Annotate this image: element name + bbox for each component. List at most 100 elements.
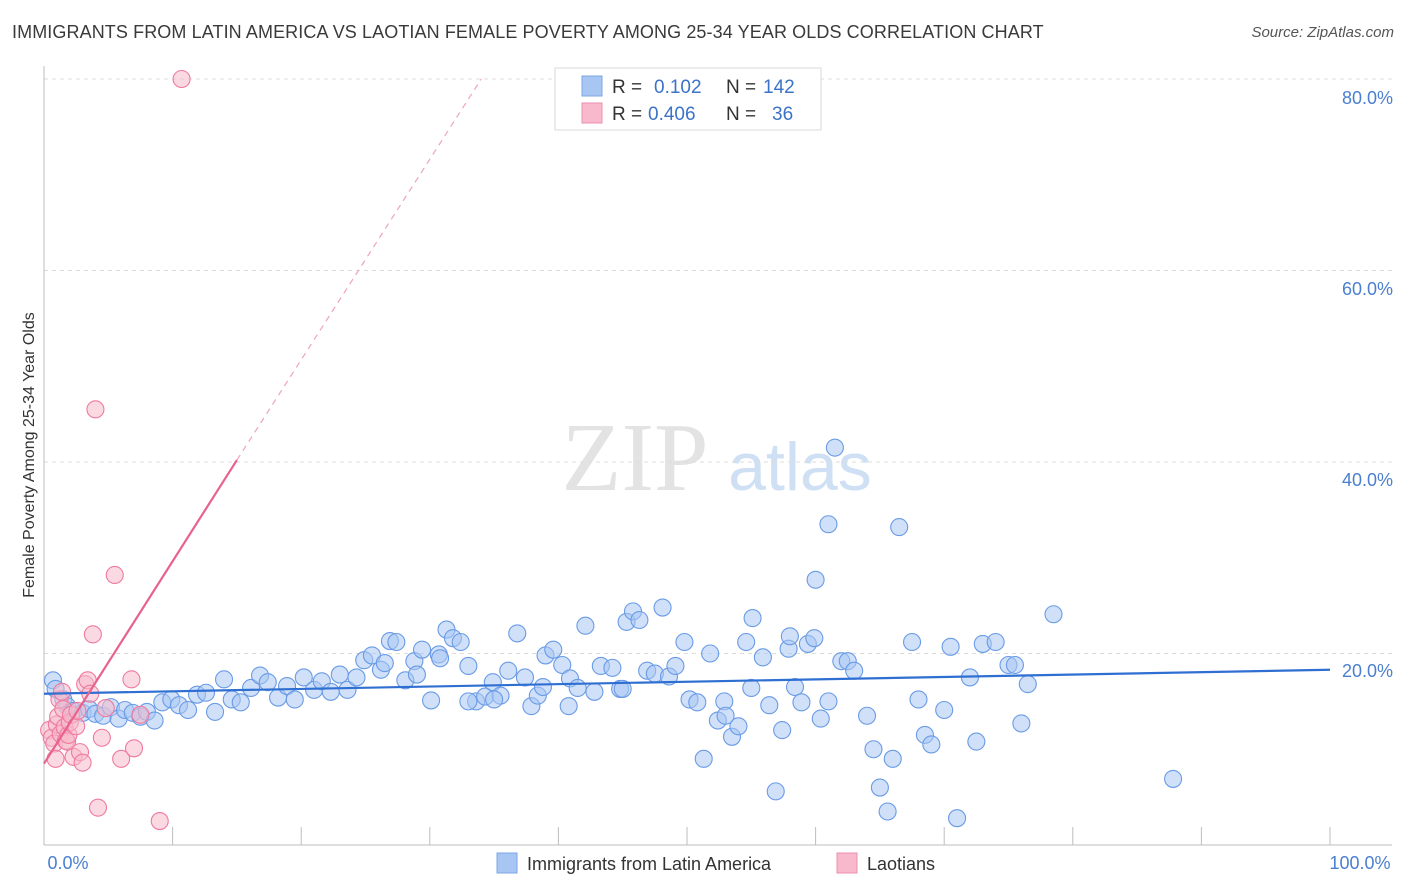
latin-america-point — [630, 610, 649, 630]
latin-america-point — [613, 679, 632, 698]
latin-america-point — [321, 682, 340, 701]
latin-america-point — [603, 658, 622, 677]
legend-n-label-1: N = — [726, 77, 756, 98]
latin-america-point — [675, 632, 694, 652]
latin-america-point — [729, 717, 748, 736]
latin-america-point — [870, 778, 889, 797]
latin-america-point — [737, 632, 756, 652]
latin-america-point — [1044, 605, 1063, 624]
latin-america-point — [845, 661, 864, 680]
latin-america-point — [576, 616, 595, 635]
latin-america-point — [819, 515, 838, 534]
latin-america-point — [459, 656, 478, 675]
y-axis-label: Female Poverty Among 25-34 Year Olds — [21, 312, 38, 598]
latin-america-point — [559, 697, 578, 716]
trend-line-laotians-extension — [236, 78, 482, 461]
laotians-point — [52, 682, 72, 701]
latin-america-point — [451, 632, 470, 652]
source-label: Source: ZipAtlas.com — [1251, 24, 1394, 41]
latin-america-point — [701, 644, 720, 663]
legend-r-label-1: R = — [612, 77, 642, 98]
laotians-point — [131, 705, 150, 724]
latin-america-point — [780, 627, 799, 646]
series-latin-america — [43, 438, 1183, 828]
latin-america-point — [716, 706, 735, 725]
latin-america-point — [902, 632, 922, 652]
laotians-point — [88, 798, 108, 817]
latin-america-point — [553, 655, 572, 675]
latin-america-point — [407, 665, 426, 684]
laotians-point — [124, 739, 144, 758]
latin-america-point — [485, 690, 504, 709]
chart-title: IMMIGRANTS FROM LATIN AMERICA VS LAOTIAN… — [12, 22, 1044, 42]
laotians-point — [86, 400, 105, 419]
latin-america-point — [285, 690, 304, 709]
legend-r-label-2: R = — [612, 104, 642, 125]
latin-america-point — [766, 782, 785, 801]
series-legend: Immigrants from Latin America Laotians — [496, 852, 935, 874]
laotians-point — [105, 565, 124, 585]
latin-america-point — [864, 740, 883, 759]
latin-america-point — [666, 656, 685, 675]
latin-america-point — [508, 624, 527, 643]
bottom-legend-label-latin-america: Immigrants from Latin America — [527, 854, 772, 874]
latin-america-point — [330, 665, 349, 684]
bottom-legend-swatch-laotians — [836, 852, 858, 874]
latin-america-point — [375, 654, 394, 673]
latin-america-point — [347, 668, 366, 687]
latin-america-point — [1012, 714, 1031, 733]
legend-n-value-2: 36 — [772, 104, 793, 125]
latin-america-point — [742, 678, 761, 698]
latin-america-point — [688, 693, 707, 712]
legend-n-label-2: N = — [726, 104, 756, 125]
laotians-point — [83, 625, 102, 644]
trend-lines — [43, 78, 1331, 765]
legend-swatch-latin-america — [581, 75, 603, 97]
latin-america-point — [653, 598, 672, 617]
y-tick-80: 80.0% — [1342, 88, 1393, 108]
latin-america-point — [935, 700, 954, 720]
latin-america-point — [413, 640, 432, 659]
latin-america-point — [1005, 655, 1024, 675]
x-tick-min: 0.0% — [47, 853, 88, 873]
laotians-point — [150, 812, 169, 831]
latin-america-point — [544, 640, 563, 659]
laotians-point — [122, 670, 141, 689]
latin-america-point — [515, 668, 535, 687]
watermark-atlas: atlas — [728, 429, 872, 505]
x-tick-max: 100.0% — [1329, 853, 1390, 873]
laotians-point — [112, 749, 131, 768]
trend-line-laotians — [43, 459, 238, 765]
y-tick-60: 60.0% — [1342, 279, 1393, 299]
y-tick-20: 20.0% — [1342, 661, 1393, 681]
latin-america-point — [909, 690, 928, 709]
watermark-zip: ZIP — [562, 404, 709, 512]
grid-lines — [44, 78, 1392, 654]
latin-america-point — [196, 683, 216, 702]
laotians-point — [73, 753, 92, 772]
latin-america-point — [785, 677, 805, 697]
bottom-legend-label-laotians: Laotians — [867, 854, 935, 874]
axes — [43, 66, 1392, 846]
latin-america-point — [178, 700, 198, 720]
latin-america-point — [986, 632, 1005, 652]
latin-america-point — [431, 649, 450, 668]
latin-america-point — [258, 673, 277, 692]
legend-n-value-1: 142 — [763, 77, 795, 98]
latin-america-point — [825, 438, 844, 457]
latin-america-point — [205, 702, 225, 721]
correlation-legend: R = 0.102 N = 142 R = 0.406 N = 36 — [554, 67, 822, 131]
latin-america-point — [760, 696, 779, 715]
latin-america-point — [878, 802, 897, 821]
latin-america-point — [1164, 769, 1183, 788]
y-tick-40: 40.0% — [1342, 470, 1393, 490]
bottom-legend-swatch-latin-america — [496, 852, 518, 874]
latin-america-point — [1018, 675, 1037, 694]
legend-r-value-2: 0.406 — [648, 104, 696, 125]
latin-america-point — [857, 706, 877, 725]
latin-america-point — [806, 570, 825, 589]
latin-america-point — [694, 749, 713, 768]
latin-america-point — [241, 678, 261, 698]
latin-america-point — [819, 692, 838, 711]
